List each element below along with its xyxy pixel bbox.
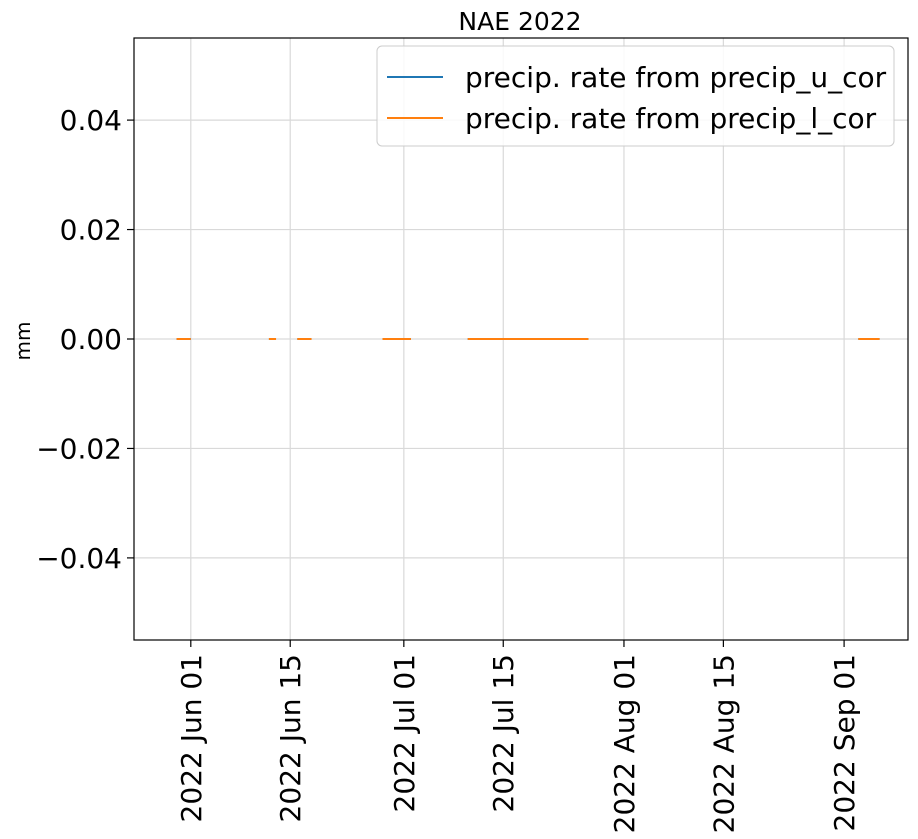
legend-box [376, 45, 895, 147]
x-tick-label: 2022 Jun 01 [175, 654, 208, 822]
legend: precip. rate from precip_u_cor precip. r… [376, 45, 895, 147]
y-tick-label: 0.02 [60, 214, 122, 247]
x-tick-label: 2022 Jun 15 [274, 654, 307, 822]
x-tick-label: 2022 Jul 01 [388, 654, 421, 812]
x-tick-label: 2022 Aug 01 [608, 654, 641, 833]
x-tick-label: 2022 Sep 01 [828, 654, 861, 831]
y-tick-label: −0.04 [36, 542, 122, 575]
y-axis-label: mm [11, 322, 35, 361]
legend-label-precip-l-cor: precip. rate from precip_l_cor [465, 102, 877, 135]
x-axis: 2022 Jun 01 2022 Jun 15 2022 Jul 01 2022 Ju… [175, 640, 861, 833]
x-tick-label: 2022 Jul 15 [487, 654, 520, 812]
chart-title: NAE 2022 [458, 7, 581, 36]
x-tick-label: 2022 Aug 15 [707, 654, 740, 833]
legend-label-precip-u-cor: precip. rate from precip_u_cor [465, 61, 887, 94]
y-tick-label: 0.04 [60, 104, 122, 137]
y-tick-label: 0.00 [60, 323, 122, 356]
y-axis: 0.04 0.02 0.00 −0.02 −0.04 [36, 104, 134, 575]
y-tick-label: −0.02 [36, 432, 122, 465]
